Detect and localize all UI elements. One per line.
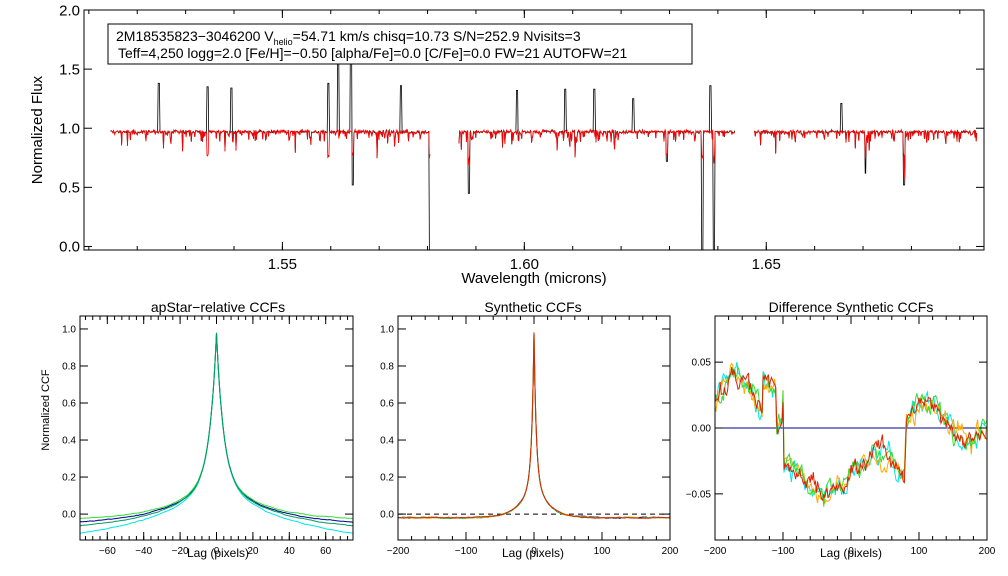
diff-ytick-label: 0.00 bbox=[692, 424, 712, 435]
ccf1-title: apStar−relative CCFs bbox=[151, 299, 285, 315]
spectrum-ytick-label: 2.0 bbox=[59, 2, 80, 19]
ccf1-y-axis-label: Normalized CCF bbox=[40, 369, 52, 451]
info-box bbox=[107, 23, 693, 65]
ccf1-ytick-label: 1.0 bbox=[62, 324, 76, 335]
ccf-series-line bbox=[398, 332, 670, 519]
ccf2-ytick-label: 0.6 bbox=[380, 399, 394, 410]
spectrum-axes-frame bbox=[83, 9, 985, 251]
ccf2-ytick-label: 1.0 bbox=[380, 324, 394, 335]
ccf1-xtick-label: −40 bbox=[135, 546, 152, 557]
info-line-1: 2M18535823−3046200 Vhelio=54.71 km/s chi… bbox=[116, 28, 581, 47]
ccf1-ytick-label: 0.2 bbox=[62, 473, 76, 484]
ccf2-xtick-label: 200 bbox=[662, 546, 679, 557]
observed-spectrum-line bbox=[458, 85, 736, 250]
diff-ytick-label: 0.05 bbox=[692, 358, 712, 369]
ccf1-xtick-label: −60 bbox=[99, 546, 116, 557]
diff-series-line bbox=[715, 361, 987, 500]
diff-panel: Difference Synthetic CCFs −200 −100 0 100 20… bbox=[686, 299, 996, 560]
spectrum-ytick-label: 1.5 bbox=[59, 61, 80, 78]
diff-xtick-label: −200 bbox=[704, 546, 727, 557]
spectrum-ytick-label: 0.5 bbox=[59, 180, 80, 197]
observed-spectrum-line bbox=[753, 103, 978, 186]
diff-series-line bbox=[715, 365, 987, 507]
ccf1-xtick-label: 0 bbox=[214, 546, 220, 557]
ccf1-xtick-label: 20 bbox=[247, 546, 259, 557]
diff-xtick-label: 100 bbox=[911, 546, 928, 557]
ccf2-panel: Synthetic CCFs −200 −100 0 100 200 0.0 0.2 0.4 0… bbox=[380, 299, 679, 560]
ccf1-ytick-label: 0.8 bbox=[62, 361, 76, 372]
ccf1-x-axis-label: Lag (pixels) bbox=[187, 546, 249, 560]
spectrum-xtick-label: 1.65 bbox=[752, 256, 781, 273]
ccf2-ytick-label: 0.2 bbox=[380, 473, 394, 484]
ccf1-ytick-label: 0.0 bbox=[62, 510, 76, 521]
ccf2-title: Synthetic CCFs bbox=[484, 299, 581, 315]
diff-title: Difference Synthetic CCFs bbox=[769, 299, 934, 315]
ccf2-xtick-label: 0 bbox=[531, 546, 537, 557]
diff-xtick-label: 200 bbox=[979, 546, 996, 557]
ccf1-axes-frame bbox=[79, 315, 354, 541]
ccf1-panel: apStar−relative CCFs −60 −40 −20 0 20 40 60 0.0… bbox=[40, 299, 354, 560]
spectrum-xtick-label: 1.55 bbox=[268, 256, 297, 273]
ccf1-ytick-label: 0.6 bbox=[62, 399, 76, 410]
ccf-series-line bbox=[80, 333, 353, 527]
diff-series-line bbox=[715, 367, 987, 502]
spectrum-panel: 1.55 1.60 1.65 0.0 0.5 1.0 1.5 2.0 2M18535823−3… bbox=[29, 2, 985, 287]
diff-series-line bbox=[715, 362, 987, 504]
ccf1-ytick-label: 0.4 bbox=[62, 436, 76, 447]
spectrum-y-axis-label: Normalized Flux bbox=[29, 75, 46, 184]
diff-ytick-label: −0.05 bbox=[686, 489, 712, 500]
ccf1-xtick-label: −20 bbox=[172, 546, 189, 557]
diff-x-axis-label: Lag (pixels) bbox=[820, 546, 882, 560]
diff-xtick-label: −100 bbox=[772, 546, 795, 557]
ccf1-xtick-label: 60 bbox=[320, 546, 332, 557]
ccf2-x-axis-label: Lag (pixels) bbox=[502, 546, 564, 560]
ccf-series-line bbox=[80, 332, 353, 534]
spectrum-ytick-label: 1.0 bbox=[59, 120, 80, 137]
ccf2-ytick-label: 0.8 bbox=[380, 361, 394, 372]
spectrum-xtick-label: 1.60 bbox=[510, 256, 539, 273]
ccf2-ytick-label: 0.0 bbox=[380, 510, 394, 521]
spectrum-x-axis-label: Wavelength (microns) bbox=[461, 270, 606, 287]
ccf2-xtick-label: −200 bbox=[387, 546, 410, 557]
ccf2-xtick-label: −100 bbox=[455, 546, 478, 557]
ccf-series-line bbox=[398, 332, 670, 520]
spectrum-ytick-label: 0.0 bbox=[59, 239, 80, 256]
model-spectrum-line bbox=[753, 128, 978, 180]
model-spectrum-line bbox=[458, 128, 736, 166]
observed-spectrum-line bbox=[110, 42, 430, 250]
model-spectrum-line bbox=[110, 128, 431, 159]
ccf2-xtick-label: 100 bbox=[594, 546, 611, 557]
ccf-series-line bbox=[80, 332, 353, 523]
ccf1-xtick-label: 40 bbox=[284, 546, 296, 557]
ccf-series-line bbox=[80, 332, 353, 519]
diff-xtick-label: 0 bbox=[848, 546, 854, 557]
ccf2-ytick-label: 0.4 bbox=[380, 436, 394, 447]
info-line-2: Teff=4,250 logg=2.0 [Fe/H]=−0.50 [alpha/… bbox=[118, 45, 627, 61]
